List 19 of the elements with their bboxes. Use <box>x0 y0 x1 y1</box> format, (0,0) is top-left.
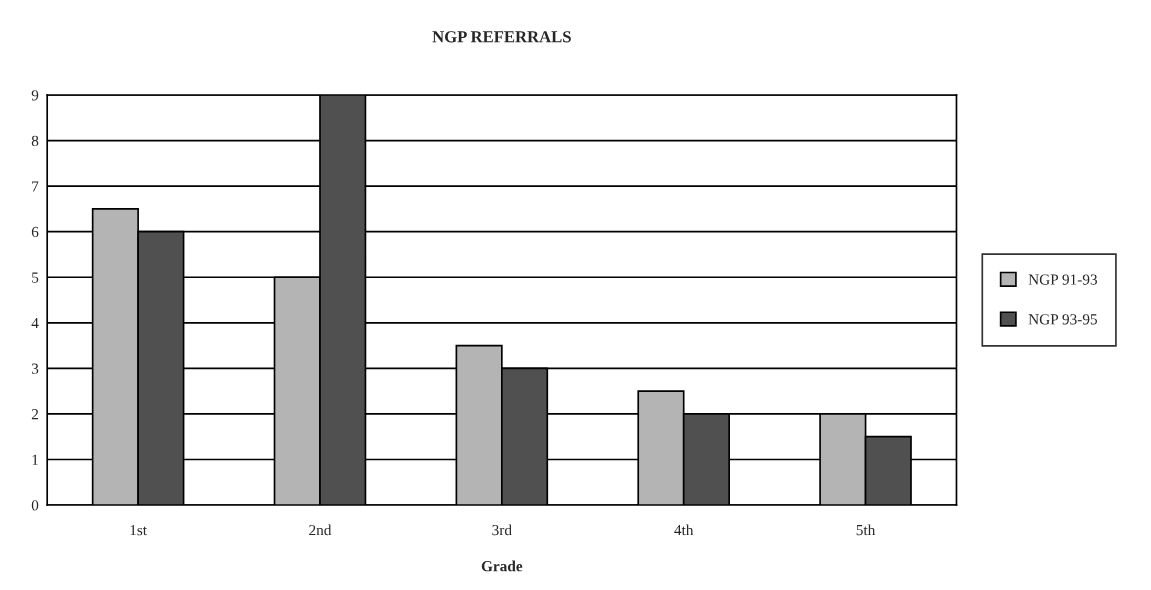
x-axis-title: Grade <box>481 560 523 572</box>
x-tick-label: 3rd <box>492 524 512 536</box>
x-tick-label: 1st <box>130 525 147 536</box>
y-tick-label: 8 <box>31 135 39 146</box>
chart-title: NGP REFERRALS <box>432 31 571 43</box>
y-tick-label: 6 <box>31 226 39 238</box>
y-tick-label: 7 <box>32 181 39 192</box>
y-tick-label: 2 <box>31 409 39 420</box>
y-tick-label: 4 <box>31 318 39 329</box>
y-tick-label: 9 <box>31 90 39 101</box>
x-tick-label: 4th <box>674 524 694 536</box>
legend-label: NGP 93-95 <box>1028 314 1097 325</box>
y-tick-label: 3 <box>31 363 39 374</box>
x-tick-label: 5th <box>856 524 876 536</box>
x-tick-label: 2nd <box>309 524 332 536</box>
legend-label: NGP 91-93 <box>1028 274 1097 285</box>
y-tick-label: 5 <box>32 272 39 283</box>
y-tick-label: 1 <box>32 454 38 465</box>
y-tick-label: 0 <box>31 500 39 511</box>
